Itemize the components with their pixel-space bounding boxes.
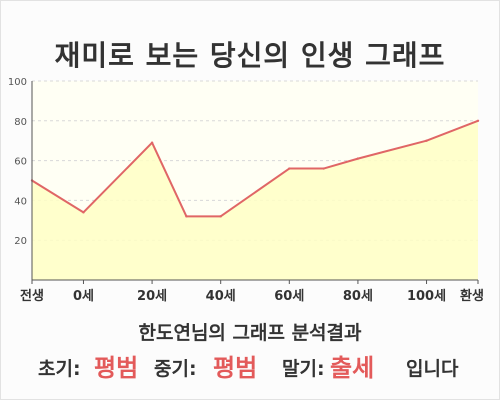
x-tick-label-2: 20세 — [137, 289, 167, 304]
data-point-8 — [425, 139, 428, 142]
data-point-5 — [288, 167, 291, 170]
x-tick-label-3: 40세 — [206, 289, 236, 304]
x-tick-label-6: 100세 — [407, 289, 446, 304]
x-axis-ticks: 전생 0세 20세 40세 60세 80세 100세 환생 — [20, 280, 484, 304]
y-tick-label-20: 20 — [14, 236, 27, 247]
result-subtitle: 한도연님의 그래프 분석결과 — [138, 322, 362, 344]
late-value: 출세 — [330, 354, 375, 382]
early-label: 초기: — [38, 358, 81, 380]
late-label: 말기: — [282, 358, 325, 380]
y-axis-ticks: 20 40 60 80 100 — [8, 77, 27, 247]
life-line — [31, 119, 479, 218]
y-tick-label-100: 100 — [8, 77, 27, 88]
result-summary: 초기: 평범 중기: 평범 말기: 출세 입니다 — [0, 346, 500, 382]
y-tick-label-40: 40 — [14, 196, 27, 207]
data-point-9 — [476, 119, 480, 123]
x-tick-label-4: 60세 — [274, 289, 304, 304]
middle-label: 중기: — [154, 358, 197, 380]
x-tick-label-5: 80세 — [343, 289, 373, 304]
data-point-1 — [82, 211, 85, 214]
early-value: 평범 — [94, 354, 139, 382]
x-tick-label-7: 환생 — [460, 288, 484, 304]
y-tick-label-80: 80 — [14, 117, 27, 128]
data-point-4 — [219, 215, 222, 218]
life-area — [32, 120, 478, 280]
x-tick-label-1: 0세 — [73, 289, 94, 304]
y-tick-label-60: 60 — [14, 157, 27, 168]
page-title: 재미로 보는 당신의 인생 그래프 — [54, 39, 446, 72]
data-point-3 — [185, 215, 188, 218]
middle-value: 평범 — [213, 354, 258, 382]
x-tick-label-0: 전생 — [20, 288, 44, 304]
data-point-6 — [322, 167, 325, 170]
data-point-7 — [356, 157, 360, 160]
ending-text: 입니다 — [406, 358, 459, 380]
data-point-2 — [150, 141, 154, 144]
